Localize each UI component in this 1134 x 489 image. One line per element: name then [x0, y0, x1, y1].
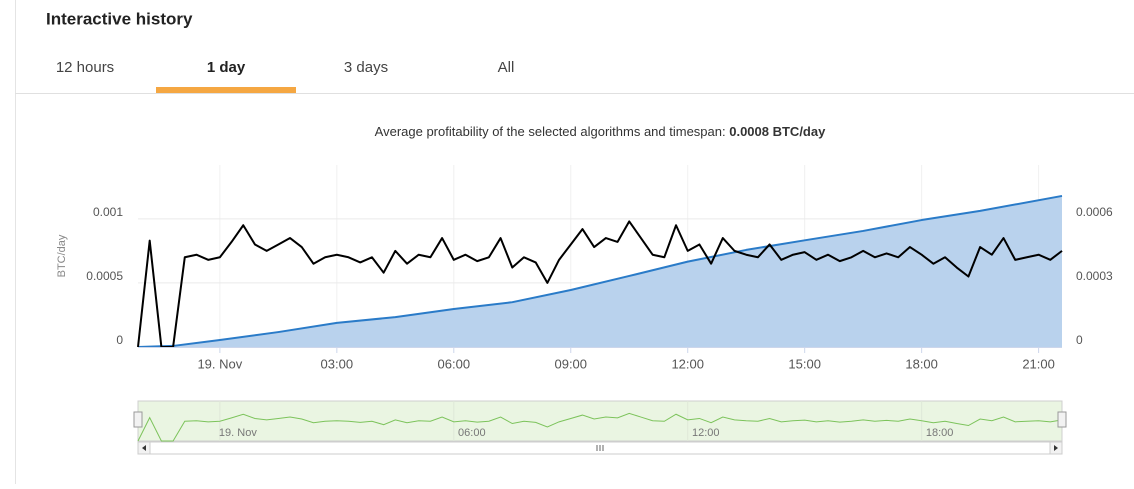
y2-tick-label: 0 [1076, 333, 1083, 347]
subtitle-text: Average profitability of the selected al… [375, 124, 730, 139]
navigator-tick-label: 18:00 [926, 427, 954, 439]
x-tick-label: 12:00 [671, 356, 704, 371]
tab[interactable]: 3 days [344, 59, 388, 76]
subtitle: Average profitability of the selected al… [375, 124, 826, 139]
navigator-handle[interactable] [1057, 411, 1067, 428]
x-tick-label: 21:00 [1022, 356, 1055, 371]
x-tick-label: 18:00 [905, 356, 938, 371]
navigator-tick-label: 19. Nov [219, 427, 257, 439]
area-fill [138, 195, 1062, 347]
x-tick-label: 15:00 [788, 356, 821, 371]
navigator-tick-label: 12:00 [692, 427, 720, 439]
y-axis-label: BTC/day [56, 234, 68, 277]
tab[interactable]: All [498, 59, 515, 76]
navigator-handle[interactable] [133, 411, 143, 428]
tabs: 12 hours 1 day 3 days All [56, 59, 515, 93]
y-tick-label: 0.001 [93, 205, 123, 219]
x-tick-label: 09:00 [554, 356, 587, 371]
y-tick-label: 0.0005 [86, 269, 123, 283]
navigator: 19. Nov 06:00 12:00 18:00 [133, 400, 1067, 455]
header-title: Interactive history [46, 9, 193, 28]
navigator-tick-label: 06:00 [458, 427, 486, 439]
tab[interactable]: 1 day [207, 59, 246, 76]
series-line [137, 194, 1063, 348]
series-line [137, 220, 1063, 348]
y2-tick-label: 0.0003 [1076, 269, 1113, 283]
tab[interactable]: 12 hours [56, 59, 114, 76]
scroll-left[interactable] [142, 445, 146, 451]
plot: 0 0.0005 0.001 0 0.0003 0.0006 19. Nov 03:00 06:… [86, 165, 1113, 371]
scroll-grip [596, 445, 604, 451]
y-tick-label: 0 [116, 333, 123, 347]
scroll-right[interactable] [1054, 445, 1058, 451]
navigator-mask [137, 400, 1063, 442]
tab-underline [156, 87, 296, 93]
x-tick-label: 19. Nov [197, 356, 242, 371]
subtitle-value: 0.0008 BTC/day [729, 124, 826, 139]
x-tick-label: 03:00 [321, 356, 354, 371]
y2-tick-label: 0.0006 [1076, 205, 1113, 219]
navigator-line [137, 412, 1063, 442]
x-tick-label: 06:00 [438, 356, 471, 371]
